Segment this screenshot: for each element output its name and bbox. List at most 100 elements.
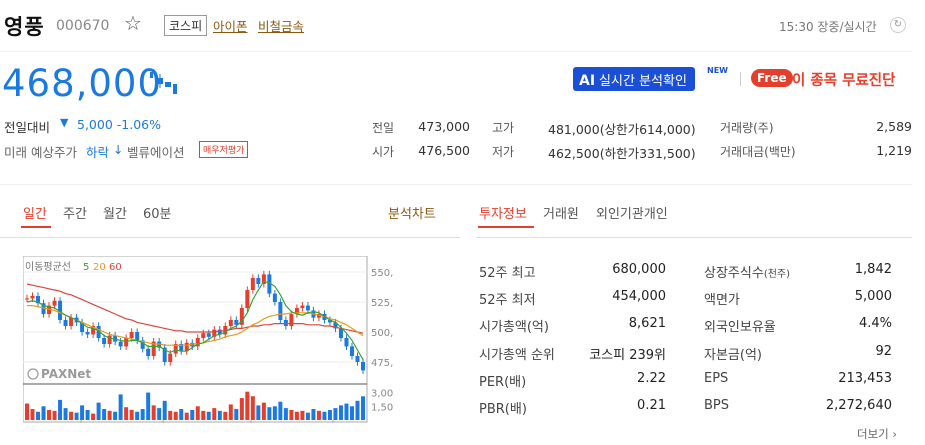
- new-mark: NEW: [707, 66, 728, 75]
- volume-bar: [267, 407, 272, 420]
- candle-body: [96, 326, 101, 338]
- theme-tag-iphone[interactable]: 아이폰: [213, 19, 248, 34]
- volume-tick-label: 1,500: [371, 402, 393, 413]
- volume-bar: [96, 402, 101, 420]
- volume-bar: [294, 411, 299, 420]
- invest-label: 외국인보유율: [704, 316, 776, 335]
- candle-body: [327, 320, 332, 323]
- volume-bar: [195, 406, 200, 420]
- tab-investor[interactable]: 외인기관개인: [596, 207, 668, 222]
- quote-open-label: 시가: [372, 145, 395, 159]
- quote-volume-label: 거래량(주): [720, 121, 774, 135]
- candle-body: [217, 329, 222, 335]
- mini-candle-icon: [150, 72, 177, 94]
- candle-body: [333, 322, 338, 329]
- volume-bar: [289, 409, 294, 420]
- volume-bar: [162, 400, 167, 420]
- invest-label: EPS: [704, 371, 728, 386]
- ai-analysis-button[interactable]: AI 실시간 분석확인: [573, 67, 695, 91]
- invest-value: 92: [875, 343, 892, 359]
- invest-value: 2,272,640: [825, 398, 892, 413]
- volume-bar: [239, 398, 244, 420]
- candle-body: [135, 332, 140, 341]
- tab-weekly[interactable]: 주간: [63, 207, 87, 222]
- volume-bar: [272, 406, 277, 420]
- candle-body: [212, 329, 217, 337]
- candle-body: [245, 290, 250, 308]
- forecast-value[interactable]: 하락: [86, 145, 110, 160]
- invest-label: 상장주식수(천주): [704, 262, 790, 281]
- favorite-star-icon[interactable]: ☆: [124, 11, 142, 35]
- valuation-tag[interactable]: 매우저평가: [199, 141, 249, 158]
- stock-name: 영풍: [4, 15, 45, 39]
- volume-bar: [206, 411, 211, 420]
- candle-body: [201, 333, 206, 338]
- volume-bar: [74, 412, 79, 420]
- candle-body: [129, 332, 134, 338]
- volume-bar: [327, 409, 332, 420]
- candle-body: [179, 344, 184, 352]
- down-arrow-icon: ▼: [60, 116, 69, 129]
- invest-value: 5,000: [854, 289, 892, 305]
- invest-label: PBR(배): [479, 402, 527, 417]
- volume-bar: [234, 409, 239, 420]
- analysis-chart-link[interactable]: 분석차트: [388, 207, 436, 222]
- quote-amount-value: 1,219: [876, 143, 912, 158]
- stock-code: 000670: [56, 18, 110, 34]
- candle-body: [267, 274, 272, 294]
- moving-average-lines: [26, 280, 364, 360]
- invest-value: 코스피 239위: [589, 347, 666, 363]
- tab-daily[interactable]: 일간: [23, 207, 47, 222]
- tab-60min[interactable]: 60분: [143, 207, 172, 222]
- volume-bar: [190, 409, 195, 420]
- change-value: 5,000 -1.06%: [77, 117, 161, 132]
- volume-bar: [212, 408, 217, 420]
- volume-bar: [201, 410, 206, 420]
- volume-bar: [58, 399, 63, 420]
- candle-body: [25, 298, 29, 300]
- price-chart[interactable]: 550,000 525,000 500,000 475,000 3,000 1,500 2…: [23, 256, 393, 424]
- volume-bar: [217, 410, 222, 420]
- tab-broker[interactable]: 거래원: [543, 207, 579, 222]
- tab-invest-info[interactable]: 투자정보: [479, 207, 527, 222]
- quote-high-value: 481,000(상한가614,000): [548, 122, 696, 137]
- volume-bar: [140, 409, 145, 420]
- invest-label: 자본금(억): [704, 344, 762, 363]
- free-badge[interactable]: Free: [751, 69, 793, 87]
- candle-body: [146, 348, 151, 356]
- volume-bar: [184, 412, 189, 420]
- candle-body: [289, 314, 294, 326]
- invest-value: 213,453: [838, 370, 892, 386]
- refresh-icon[interactable]: ↻: [890, 17, 906, 33]
- y-tick-label: 550,000: [371, 268, 393, 279]
- invest-value: 2.22: [637, 370, 666, 386]
- ma-60-label: 60: [109, 262, 122, 273]
- volume-bar: [223, 411, 228, 420]
- volume-bar: [41, 406, 46, 420]
- volume-bar: [146, 392, 151, 420]
- free-diagnosis-link[interactable]: 이 종목 무료진단: [792, 73, 896, 89]
- invest-label-text: BPS: [704, 398, 730, 413]
- candle-body: [239, 308, 244, 325]
- volume-bar: [157, 408, 162, 420]
- theme-tag-metal[interactable]: 비철금속: [258, 19, 305, 34]
- volume-bar: [316, 410, 321, 420]
- volume-bar: [278, 401, 283, 420]
- chart-watermark: PAXNet: [41, 367, 91, 381]
- candle-body: [30, 296, 35, 299]
- volume-bar: [338, 405, 343, 420]
- candle-body: [69, 317, 74, 326]
- volume-tick-label: 3,000: [371, 389, 393, 400]
- quote-high-label: 고가: [492, 121, 515, 135]
- volume-bar: [25, 403, 29, 420]
- more-link[interactable]: 더보기 ›: [857, 426, 897, 442]
- candle-body: [151, 341, 156, 356]
- ai-prefix: AI: [579, 73, 596, 89]
- candle-body: [184, 342, 189, 352]
- invest-label: 52주 최저: [479, 293, 536, 309]
- tab-monthly[interactable]: 월간: [103, 207, 127, 222]
- valuation-label: 벨류에이션: [127, 145, 185, 160]
- market-tag[interactable]: 코스피: [164, 15, 208, 36]
- volume-bar: [113, 411, 118, 420]
- invest-value: 1,842: [854, 262, 892, 277]
